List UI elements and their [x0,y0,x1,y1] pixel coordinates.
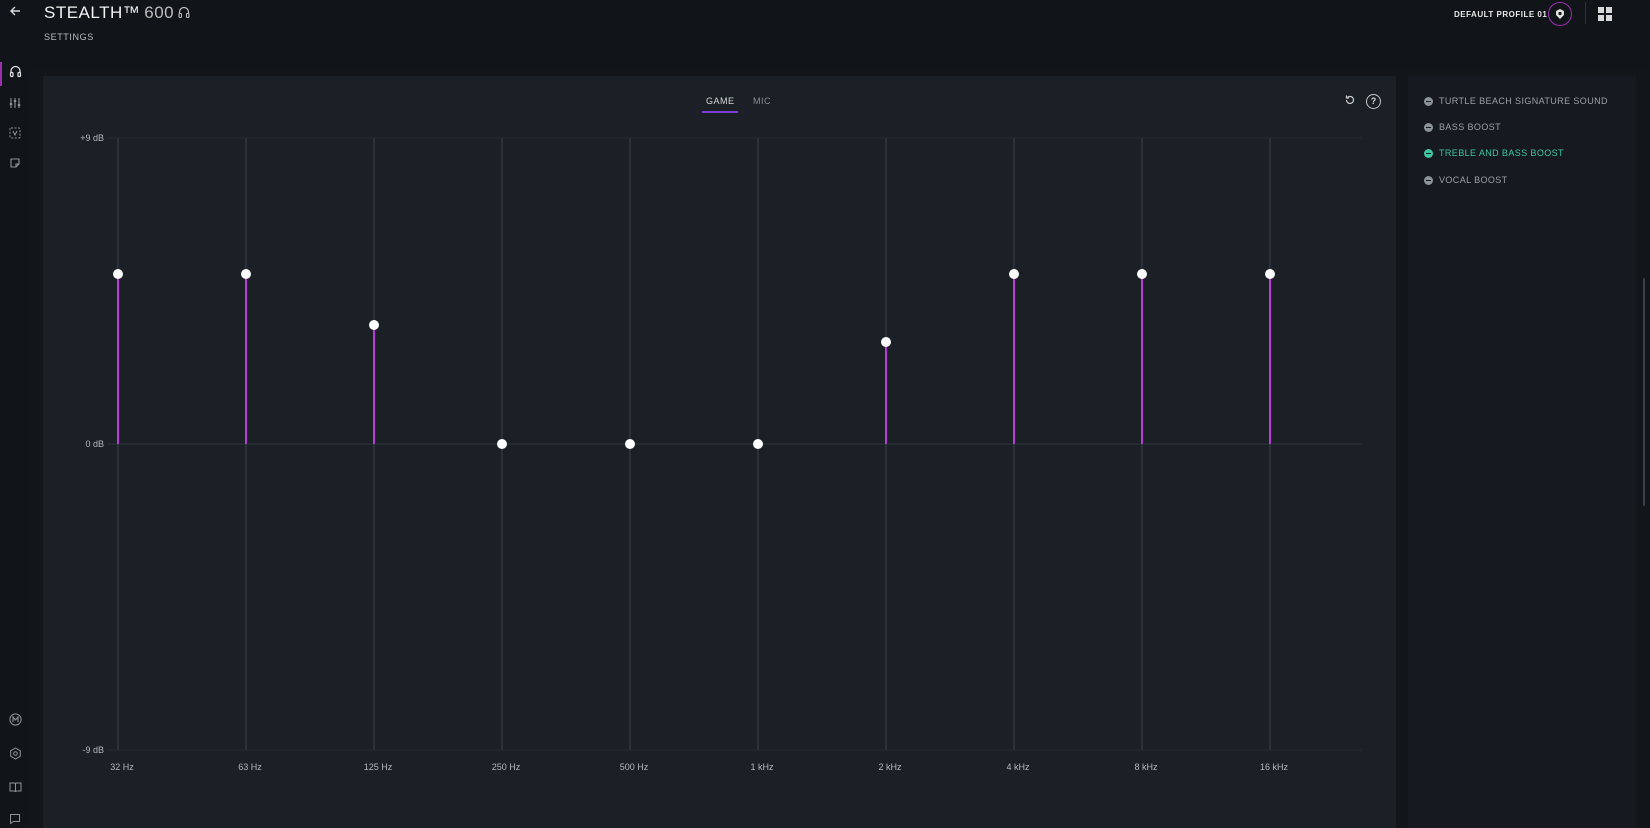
sidebar-item-notes[interactable] [6,154,24,172]
eq-band-handle[interactable] [1265,269,1275,279]
x-tick-label: 8 kHz [1134,762,1158,772]
x-tick-label: 2 kHz [878,762,902,772]
tab-game[interactable]: GAME [706,96,735,106]
headset-icon [9,65,21,78]
x-tick-label: 32 Hz [110,762,134,772]
presets-panel [1408,76,1636,828]
device-name: STEALTH™ [44,3,141,22]
profile-avatar[interactable] [1548,2,1572,26]
preset-item-signature[interactable]: TURTLE BEACH SIGNATURE SOUND [1424,96,1608,106]
note-icon [10,158,20,168]
tab-underline [702,111,738,113]
x-tick-label: 125 Hz [364,762,393,772]
grid-icon [1598,7,1604,13]
y-tick-label: +9 dB [80,133,104,143]
tab-mic[interactable]: MIC [753,96,771,106]
page-subtitle: SETTINGS [44,32,94,42]
eq-band-handle[interactable] [241,269,251,279]
eq-band-handle[interactable] [625,439,635,449]
profile-label[interactable]: DEFAULT PROFILE 01 [1454,10,1548,19]
preset-dot-icon [1424,175,1433,185]
preset-label: VOCAL BOOST [1439,175,1508,185]
microphone-badge-icon [9,127,21,139]
device-model: 600 [144,3,175,22]
reset-icon [1345,95,1355,105]
sliders-icon [9,98,21,108]
preset-item-vocal-boost[interactable]: VOCAL BOOST [1424,175,1508,185]
equalizer-panel [43,76,1396,828]
top-bar: STEALTH™ 600 SETTINGS DEFAULT PROFILE 01 [0,0,1650,70]
x-tick-label: 16 kHz [1260,762,1289,772]
preset-label: BASS BOOST [1439,122,1502,132]
grid-icon-cell [1598,15,1604,21]
chat-icon [10,814,20,825]
divider [1585,2,1586,24]
eq-band-handle[interactable] [753,439,763,449]
grid-menu-button[interactable] [1598,7,1612,21]
sidebar-item-settings[interactable] [6,744,24,762]
eq-band-handle[interactable] [1137,269,1147,279]
preset-label: TURTLE BEACH SIGNATURE SOUND [1439,96,1608,106]
book-icon [9,782,21,793]
preset-dot-icon [1424,122,1433,132]
help-button[interactable]: ? [1366,94,1381,109]
x-tick-label: 63 Hz [238,762,262,772]
preset-item-treble-bass-boost[interactable]: TREBLE AND BASS BOOST [1424,148,1564,158]
settings-hex-icon [9,746,21,760]
x-tick-label: 4 kHz [1006,762,1030,772]
preset-dot-icon [1424,148,1433,158]
eq-band-handle[interactable] [497,439,507,449]
preset-label: TREBLE AND BASS BOOST [1439,148,1564,158]
eq-band-handle[interactable] [113,269,123,279]
preset-dot-icon [1424,96,1433,106]
sidebar-item-headset[interactable] [6,63,24,81]
active-indicator [0,62,2,86]
eq-band-handle[interactable] [881,337,891,347]
turtle-beach-logo-icon [1556,9,1564,19]
page-title: STEALTH™ 600 [44,3,190,25]
grid-icon-cell [1606,15,1612,21]
preset-item-bass-boost[interactable]: BASS BOOST [1424,122,1501,132]
arrow-left-icon [10,6,20,16]
sidebar-item-m[interactable] [6,710,24,728]
reset-button[interactable] [1342,92,1358,108]
sidebar-item-guide[interactable] [6,778,24,796]
back-button[interactable] [6,4,24,22]
sidebar-item-mic[interactable] [6,124,24,142]
eq-band-handle[interactable] [1009,269,1019,279]
sidebar [0,56,30,828]
x-tick-label: 250 Hz [492,762,521,772]
presets-scrollbar[interactable] [1643,278,1645,506]
y-tick-label: 0 dB [85,439,104,449]
eq-band-handle[interactable] [369,320,379,330]
m-badge-icon [8,712,22,726]
x-tick-label: 500 Hz [620,762,649,772]
grid-icon-cell [1606,7,1612,13]
y-tick-label: -9 dB [82,745,104,755]
sidebar-item-equalizer[interactable] [6,94,24,112]
headset-icon [178,5,190,25]
x-tick-label: 1 kHz [750,762,774,772]
sidebar-item-feedback[interactable] [6,810,24,828]
